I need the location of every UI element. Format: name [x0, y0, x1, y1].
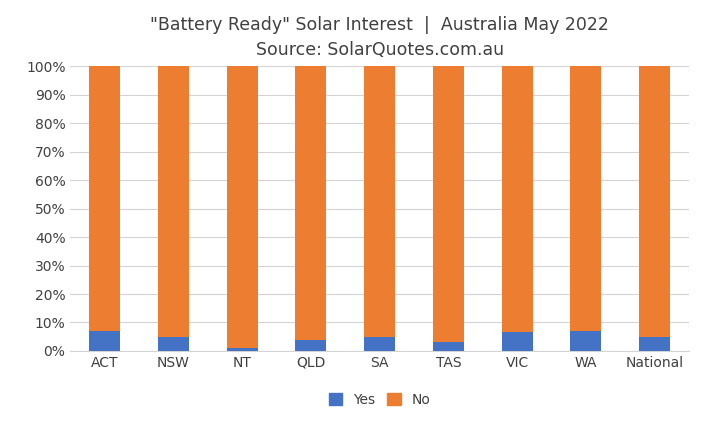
Bar [502, 66, 533, 333]
Bar [364, 66, 395, 337]
Bar [226, 348, 257, 351]
Bar [639, 337, 670, 351]
Bar [364, 337, 395, 351]
Bar [89, 66, 120, 331]
Bar [502, 333, 533, 351]
Bar [433, 66, 464, 342]
Bar [89, 331, 120, 351]
Bar [295, 339, 326, 351]
Bar [158, 337, 189, 351]
Bar [570, 66, 601, 331]
Title: "Battery Ready" Solar Interest  |  Australia May 2022
Source: SolarQuotes.com.au: "Battery Ready" Solar Interest | Austral… [150, 16, 609, 59]
Bar [295, 66, 326, 339]
Bar [570, 331, 601, 351]
Bar [433, 342, 464, 351]
Bar [226, 66, 257, 348]
Bar [158, 66, 189, 337]
Legend: Yes, No: Yes, No [328, 392, 431, 407]
Bar [639, 66, 670, 337]
